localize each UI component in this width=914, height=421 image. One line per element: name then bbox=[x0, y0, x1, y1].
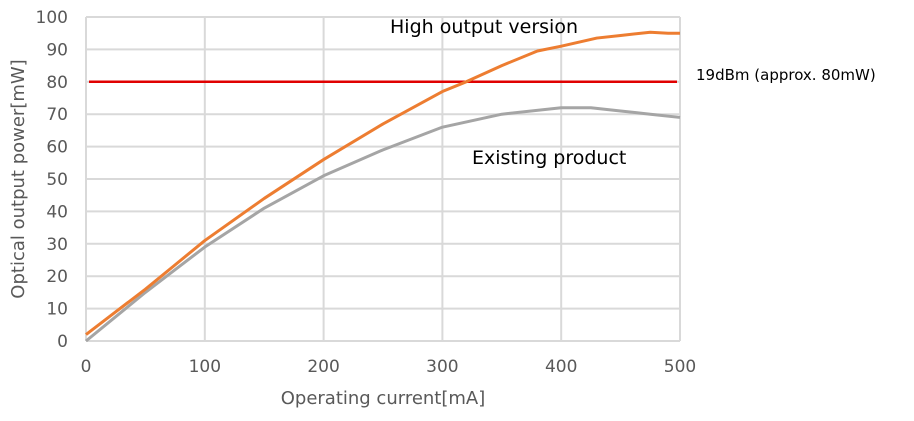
y-tick-label: 90 bbox=[46, 40, 68, 60]
x-tick-label: 100 bbox=[189, 357, 221, 377]
y-tick-label: 20 bbox=[46, 267, 68, 287]
y-tick-label: 10 bbox=[46, 300, 68, 320]
annotation-high-output: High output version bbox=[390, 16, 578, 38]
x-tick-label: 0 bbox=[81, 357, 92, 377]
annotation-existing: Existing product bbox=[472, 147, 626, 169]
x-tick-label: 200 bbox=[307, 357, 339, 377]
series-line-existing-product bbox=[85, 106, 681, 343]
x-axis-label: Operating current[mA] bbox=[281, 388, 486, 409]
y-tick-label: 80 bbox=[46, 73, 68, 93]
series-line-high-output-version bbox=[85, 30, 680, 336]
series-lines bbox=[85, 30, 681, 343]
grid bbox=[85, 16, 681, 342]
y-tick-label: 40 bbox=[46, 202, 68, 222]
y-tick-label: 70 bbox=[46, 105, 68, 125]
x-tick-label: 300 bbox=[426, 357, 458, 377]
reference-line-label: 19dBm (approx. 80mW) bbox=[696, 66, 876, 84]
y-tick-label: 100 bbox=[36, 8, 68, 28]
x-tick-label: 500 bbox=[664, 357, 696, 377]
y-tick-label: 30 bbox=[46, 235, 68, 255]
y-tick-label: 50 bbox=[46, 170, 68, 190]
y-tick-labels: 0 10 20 30 40 50 60 70 80 90 100 bbox=[36, 8, 68, 352]
x-tick-label: 400 bbox=[545, 357, 577, 377]
y-tick-label: 0 bbox=[57, 332, 68, 352]
x-tick-labels: 0 100 200 300 400 500 bbox=[81, 357, 697, 377]
y-axis-label: Optical output power[mW] bbox=[8, 59, 29, 298]
y-tick-label: 60 bbox=[46, 138, 68, 158]
